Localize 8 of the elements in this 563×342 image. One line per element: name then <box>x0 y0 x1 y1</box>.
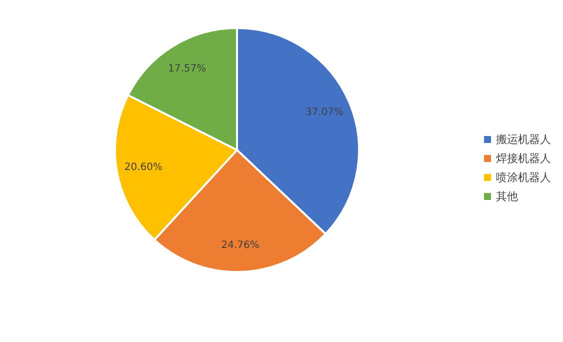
data-label: 37.07% <box>305 107 344 118</box>
legend-label: 焊接机器人 <box>496 152 551 166</box>
legend-label: 喷涂机器人 <box>496 171 551 184</box>
legend-label: 搬运机器人 <box>496 133 551 146</box>
legend-label: 其他 <box>496 190 518 204</box>
data-label: 20.60% <box>124 162 162 173</box>
data-label: 17.57% <box>168 64 206 75</box>
data-label: 24.76% <box>221 240 260 251</box>
